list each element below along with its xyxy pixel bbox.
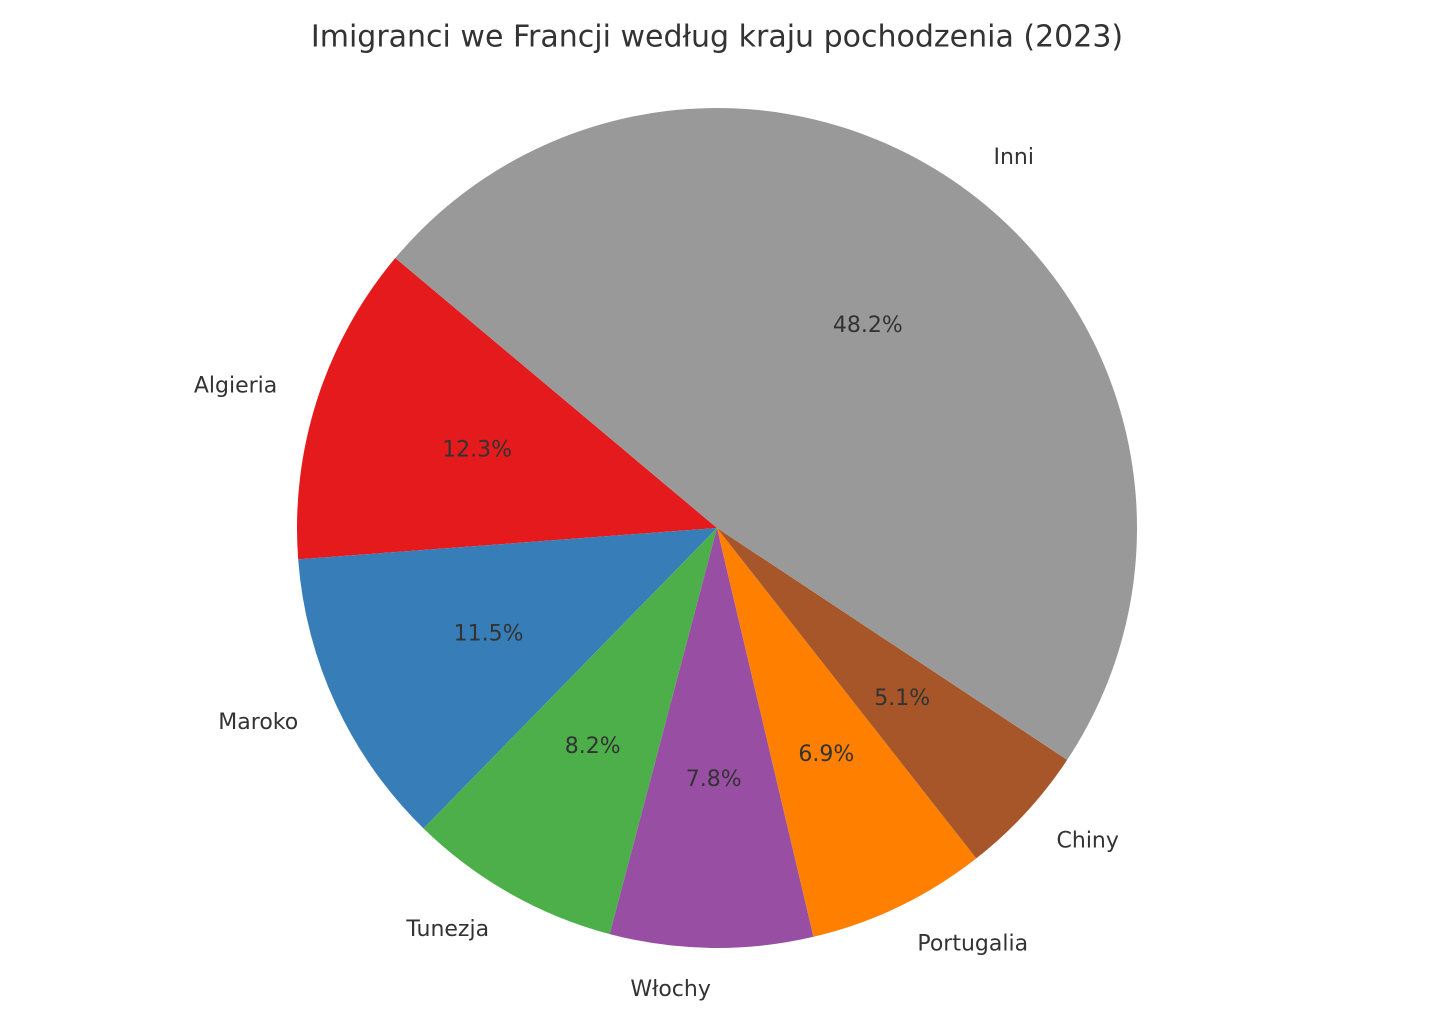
pie-slice [423,528,717,935]
pie-slice [717,528,977,937]
slice-label: Maroko [218,710,298,735]
slice-label: Włochy [630,977,711,1002]
pie-slice [717,528,1068,859]
slice-label: Tunezja [405,917,489,942]
pie-slice [395,107,1138,760]
percent-label: 12.3% [442,438,512,463]
slice-label: Algieria [194,373,277,398]
pie-slice [298,528,717,829]
pie-slice [297,258,717,560]
slice-label: Chiny [1057,828,1119,853]
percent-label: 6.9% [798,742,854,767]
chart-title: Imigranci we Francji według kraju pochod… [311,20,1123,55]
pie-slice [609,528,814,948]
percent-label: 8.2% [565,734,621,759]
percent-label: 7.8% [686,767,742,792]
slice-label: Portugalia [917,931,1028,956]
slice-label: Inni [993,145,1033,170]
percent-label: 5.1% [874,686,930,711]
percent-label: 48.2% [833,313,903,338]
percent-label: 11.5% [454,621,524,646]
